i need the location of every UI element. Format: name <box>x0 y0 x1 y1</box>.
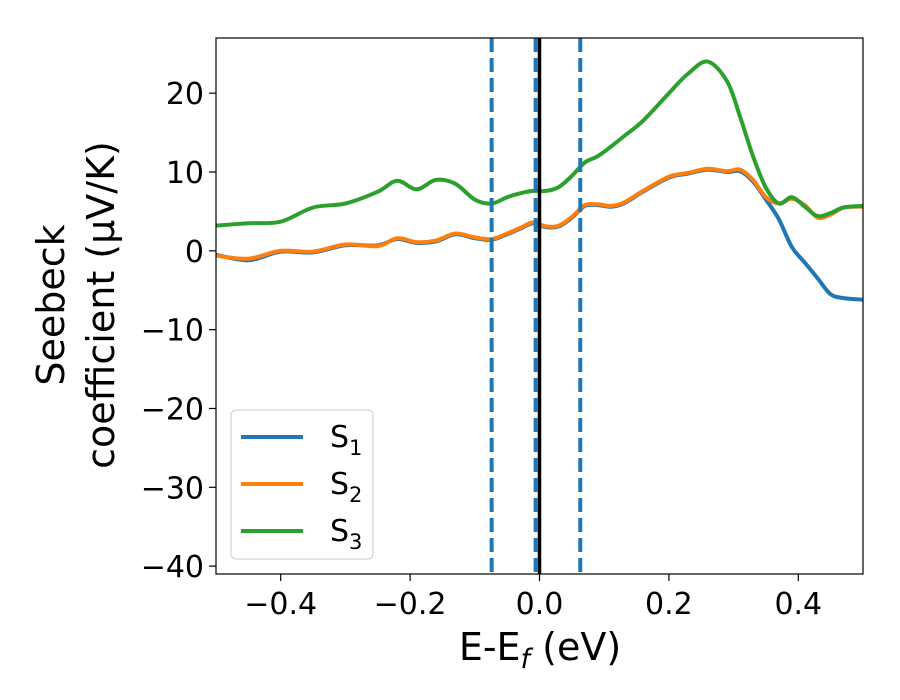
y-tick-label: 10 <box>166 156 204 191</box>
series-line-s3 <box>216 59 863 228</box>
x-axis: −0.4 −0.2 0.0 0.2 0.4 <box>244 574 822 622</box>
x-tick-label: −0.4 <box>244 587 317 622</box>
reference-lines <box>489 38 583 574</box>
y-tick-label: 20 <box>166 77 204 112</box>
x-axis-label: E-Ef (eV) <box>459 625 621 675</box>
x-tick-label: 0.4 <box>774 587 822 622</box>
y-axis: 20 10 0 −10 −20 −30 −40 <box>141 77 216 585</box>
y-tick-label: −20 <box>141 392 204 427</box>
y-axis-label-line2: coefficient (μV/K) <box>79 141 123 469</box>
y-axis-label: Seebeck coefficient (μV/K) <box>29 141 123 469</box>
y-tick-label: −10 <box>141 314 204 349</box>
y-tick-label: −40 <box>141 550 204 585</box>
x-tick-label: 0.2 <box>645 587 693 622</box>
plot-lines <box>216 59 863 302</box>
y-axis-label-line1: Seebeck <box>29 224 73 385</box>
y-tick-label: 0 <box>185 235 204 270</box>
legend: S1 S2 S3 <box>230 409 374 560</box>
x-tick-label: −0.2 <box>374 587 447 622</box>
x-tick-label: 0.0 <box>516 587 564 622</box>
legend-label-s2: S2 <box>330 467 362 507</box>
legend-label-s3: S3 <box>330 514 362 554</box>
legend-label-s1: S1 <box>330 420 362 460</box>
y-tick-label: −30 <box>141 471 204 506</box>
